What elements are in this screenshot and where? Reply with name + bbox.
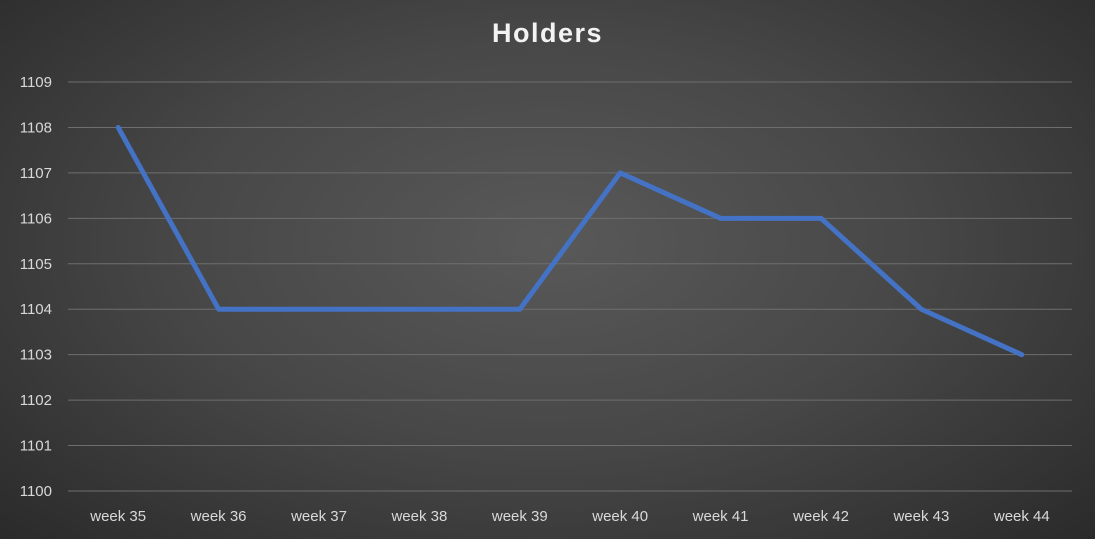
x-tick-label: week 43 (892, 508, 949, 525)
x-tick-label: week 42 (792, 508, 849, 525)
y-tick-label: 1104 (20, 301, 52, 318)
y-tick-label: 1106 (20, 210, 52, 227)
gridlines (68, 81, 1072, 492)
series-lines (115, 124, 1025, 358)
x-tick-label: week 35 (89, 508, 146, 525)
x-tick-label: week 37 (290, 508, 347, 525)
x-tick-label: week 36 (190, 508, 247, 525)
x-tick-label: week 44 (993, 508, 1050, 525)
x-tick-label: week 41 (692, 508, 749, 525)
y-tick-label: 1101 (20, 438, 52, 455)
y-tick-label: 1108 (20, 119, 52, 136)
x-tick-label: week 39 (491, 508, 548, 525)
y-tick-label: 1107 (20, 165, 52, 182)
x-axis-ticks: week 35 week 36 week 37 week 38 week 39 week … (89, 508, 1049, 525)
y-tick-label: 1105 (20, 256, 52, 273)
y-tick-label: 1103 (20, 347, 52, 364)
chart-title: Holders (491, 18, 604, 48)
y-tick-label: 1102 (20, 392, 52, 409)
series-line (115, 124, 1025, 358)
y-axis-ticks: 1100 1101 1102 1103 1104 1105 1106 1107 1108 1109 (20, 74, 52, 500)
y-tick-label: 1109 (20, 74, 52, 91)
x-tick-label: week 38 (390, 508, 447, 525)
y-tick-label: 1100 (20, 483, 52, 500)
x-tick-label: week 40 (591, 508, 648, 525)
